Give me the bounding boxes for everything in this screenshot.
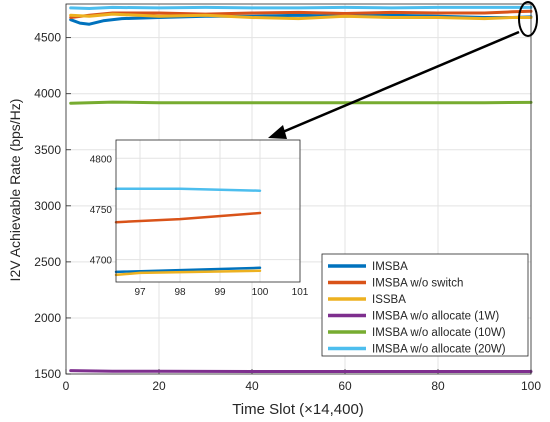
- inset-series-line-imsba-w-o-switch: [114, 211, 262, 224]
- y-tick-label: 1500: [34, 367, 61, 381]
- legend: IMSBA IMSBA w/o switch ISSBA IMSBA w/o allo…: [321, 253, 529, 357]
- plot-frame: [65, 3, 532, 375]
- inset-y-tick-label: 4700: [90, 256, 113, 267]
- zoom-ellipse: [518, 1, 538, 37]
- inset-x-tick-label: 101: [292, 287, 309, 298]
- y-tick-label: 3000: [34, 199, 61, 213]
- inset-series-group: [114, 187, 262, 277]
- y-axis-label: I2V Achievable Rate (bps/Hz): [7, 99, 23, 282]
- series-group: [69, 5, 533, 373]
- legend-label-imsba-w-o-switch: IMSBA w/o switch: [372, 278, 463, 290]
- zoom-arrow: [277, 30, 520, 136]
- inset-y-tick-label: 4800: [90, 154, 113, 165]
- inset-x-tick-label: 97: [134, 287, 146, 298]
- x-tick-label: 100: [521, 379, 541, 393]
- inset-x-tick-label: 100: [252, 287, 269, 298]
- x-tick-labels: 0 20 40 60 80 100: [63, 379, 542, 393]
- inset-series-line-imsba: [114, 266, 262, 274]
- series-line-issba: [69, 12, 533, 21]
- x-tick-label: 60: [338, 379, 352, 393]
- legend-label-imsba-w-o-allocate-1w: IMSBA w/o allocate (1W): [372, 311, 499, 323]
- x-tick-label: 40: [245, 379, 259, 393]
- x-axis-label: Time Slot (×14,400): [232, 401, 364, 418]
- y-tick-label: 4500: [34, 31, 61, 45]
- y-tick-label: 2000: [34, 311, 61, 325]
- legend-label-imsba-w-o-allocate-20w: IMSBA w/o allocate (20W): [372, 344, 506, 356]
- inset-series-line-imsba-w-o-allocate-20w: [114, 187, 262, 192]
- inset-frame: [115, 139, 301, 283]
- x-tick-label: 80: [431, 379, 445, 393]
- inset-x-tick-label: 99: [214, 287, 226, 298]
- inset-series-line-issba: [114, 269, 262, 277]
- legend-label-imsba: IMSBA: [372, 261, 408, 273]
- inset-x-tick-label: 98: [174, 287, 186, 298]
- series-line-imsba-w-o-allocate-20w: [69, 5, 533, 10]
- legend-label-imsba-w-o-allocate-10w: IMSBA w/o allocate (10W): [372, 327, 506, 339]
- y-tick-label: 2500: [34, 255, 61, 269]
- zoom-arrowhead: [268, 125, 287, 139]
- zoom-annotation: [268, 1, 538, 139]
- y-tick-label: 4000: [34, 87, 61, 101]
- inset-background: [116, 140, 300, 282]
- legend-box: [321, 253, 529, 357]
- inset-y-tick-labels: 4700 4750 4800: [90, 154, 113, 266]
- series-line-imsba-w-o-allocate-1w: [69, 369, 533, 373]
- y-tick-labels: 1500 2000 2500 3000 3500 4000 4500: [34, 31, 61, 381]
- y-tick-label: 3500: [34, 143, 61, 157]
- inset-y-tick-label: 4750: [90, 205, 113, 216]
- series-line-imsba-w-o-allocate-10w: [69, 100, 533, 105]
- inset-plot: 97 98 99 100 101 4700 4750 4800: [90, 139, 309, 298]
- legend-label-issba: ISSBA: [372, 294, 406, 306]
- x-tick-label: 20: [152, 379, 166, 393]
- x-tick-label: 0: [63, 379, 70, 393]
- inset-x-tick-labels: 97 98 99 100 101: [134, 287, 308, 298]
